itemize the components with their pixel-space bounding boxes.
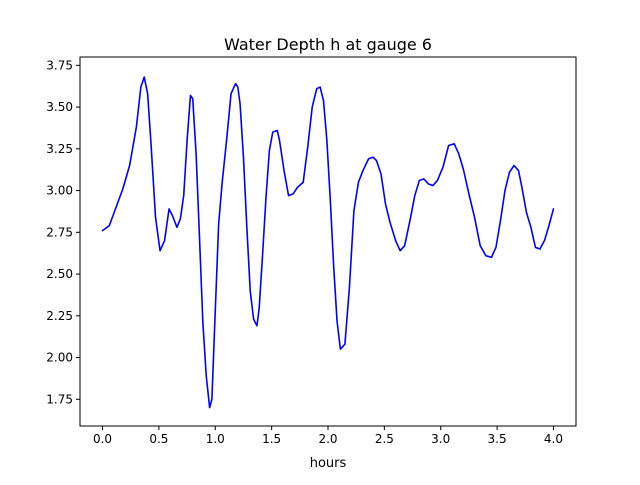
y-tick-label: 2.50 — [46, 267, 73, 281]
y-tick-label: 1.75 — [46, 392, 73, 406]
x-tick-label: 3.5 — [488, 432, 507, 446]
y-tick-label: 3.75 — [46, 58, 73, 72]
y-tick-label: 2.00 — [46, 351, 73, 365]
y-tick-label: 2.25 — [46, 309, 73, 323]
series-line-0 — [101, 76, 555, 409]
y-tick-label: 3.25 — [46, 142, 73, 156]
x-axis-label: hours — [310, 456, 347, 471]
x-tick-label: 2.0 — [318, 432, 337, 446]
x-tick-label: 0.0 — [93, 432, 112, 446]
x-tick-label: 4.0 — [544, 432, 563, 446]
x-tick-label: 1.0 — [206, 432, 225, 446]
x-tick-label: 1.5 — [262, 432, 281, 446]
y-tick-label: 2.75 — [46, 225, 73, 239]
y-tick-label: 3.50 — [46, 100, 73, 114]
chart-title: Water Depth h at gauge 6 — [224, 35, 432, 54]
x-tick-label: 2.5 — [375, 432, 394, 446]
x-tick-label: 0.5 — [149, 432, 168, 446]
plot-area: 0.0 0.5 1.0 1.5 2.0 2.5 3.0 3.5 4.0 1.75 2.00 2.25 2… — [46, 56, 577, 446]
y-tick-label: 3.00 — [46, 184, 73, 198]
x-tick-label: 3.0 — [431, 432, 450, 446]
